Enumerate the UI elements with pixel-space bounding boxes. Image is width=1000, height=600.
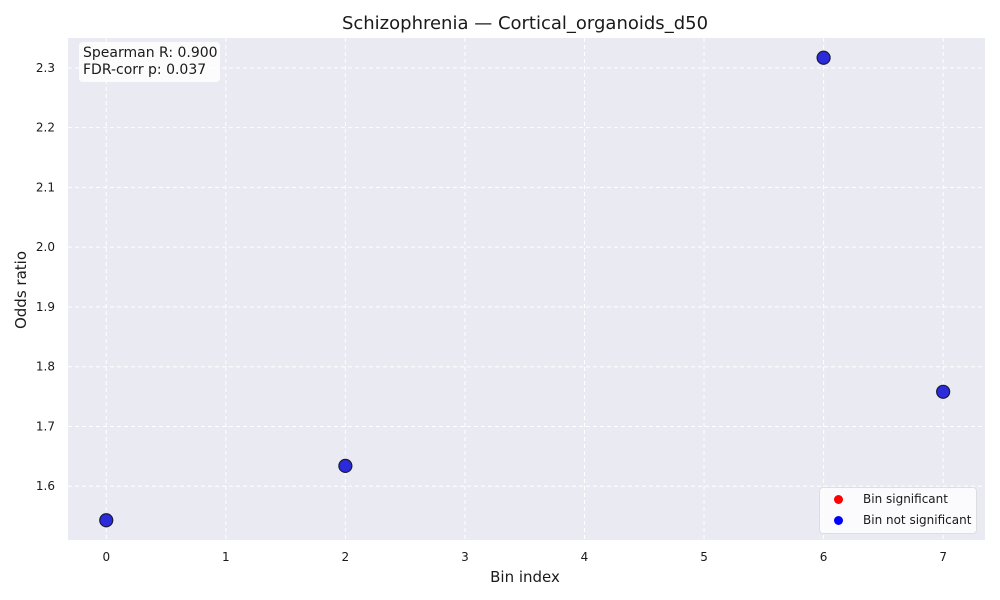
plot-area: [68, 38, 985, 540]
data-point: [99, 513, 114, 528]
spearman-r-text: Spearman R: 0.900: [83, 45, 218, 61]
y-tick-label: 2.1: [36, 180, 55, 194]
legend: [819, 487, 977, 534]
data-point: [816, 50, 831, 65]
grid-lines: [68, 38, 985, 540]
legend-item-significant: Bin significant: [834, 492, 948, 506]
data-point: [936, 384, 951, 399]
y-tick-label: 2.0: [36, 240, 55, 254]
x-tick-label: 4: [581, 550, 589, 564]
legend-item-not-significant: Bin not significant: [834, 513, 971, 527]
stats-annotation-box: [79, 42, 220, 82]
y-tick-labels: 1.6 1.7 1.8 1.9 2.0 2.1 2.2 2.3: [36, 61, 55, 493]
y-tick-label: 1.9: [36, 300, 55, 314]
legend-marker-red: [834, 494, 843, 504]
y-tick-label: 2.3: [36, 61, 55, 75]
y-tick-label: 1.6: [36, 479, 55, 493]
x-axis-label: Bin index: [490, 568, 560, 586]
x-tick-label: 2: [342, 550, 350, 564]
x-tick-labels: 0 1 2 3 4 5 6 7: [102, 550, 947, 564]
x-tick-label: 3: [461, 550, 469, 564]
fdr-p-text: FDR-corr p: 0.037: [83, 62, 207, 78]
chart-title: Schizophrenia — Cortical_organoids_d50: [342, 13, 708, 34]
y-tick-label: 1.7: [36, 419, 55, 433]
y-axis-label: Odds ratio: [12, 251, 30, 329]
data-points: [99, 50, 951, 528]
x-tick-label: 5: [700, 550, 708, 564]
legend-label: Bin not significant: [863, 513, 972, 527]
x-tick-label: 6: [820, 550, 828, 564]
data-point: [338, 458, 353, 473]
legend-marker-blue: [834, 515, 843, 525]
y-tick-label: 2.2: [36, 121, 55, 135]
x-tick-label: 7: [939, 550, 947, 564]
y-tick-label: 1.8: [36, 360, 55, 374]
legend-label: Bin significant: [863, 492, 948, 506]
x-tick-label: 1: [222, 550, 230, 564]
x-tick-label: 0: [102, 550, 110, 564]
